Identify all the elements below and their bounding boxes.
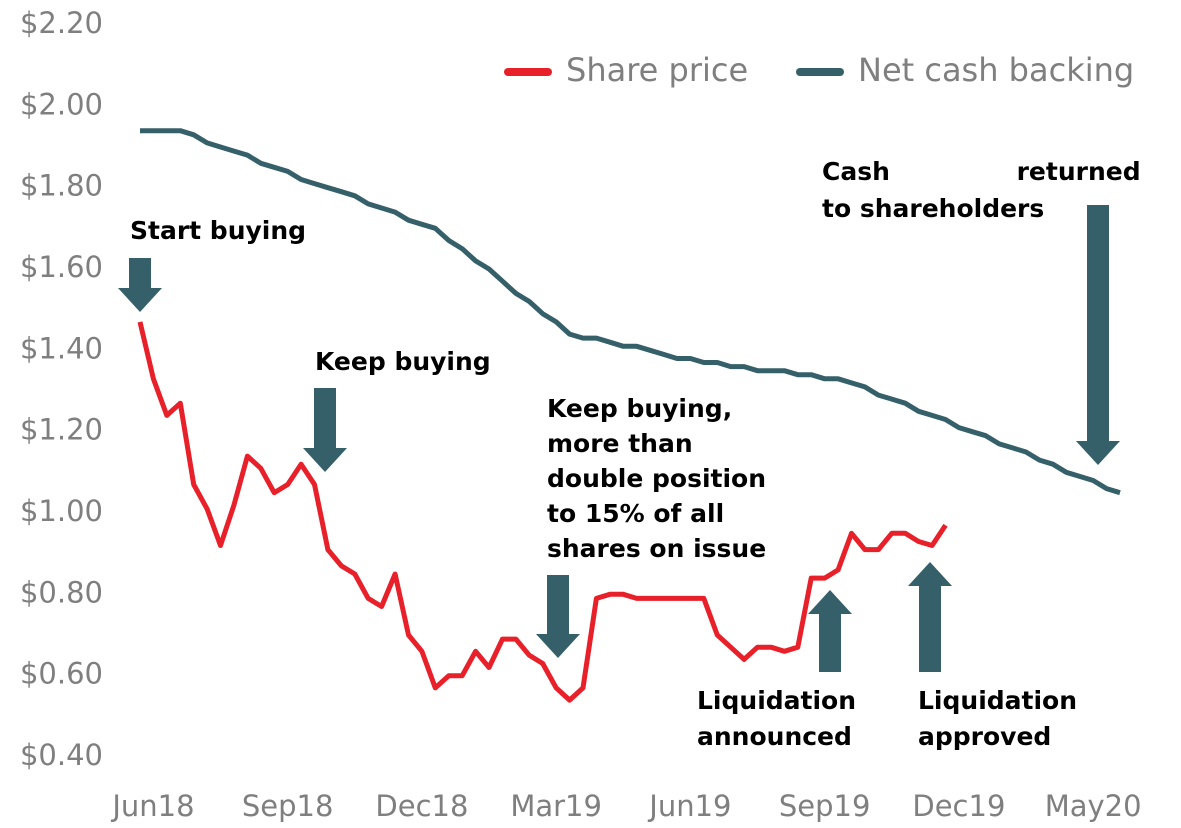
y-tick-label: $1.20 (20, 413, 103, 447)
annotation: to 15% of all (547, 499, 724, 528)
series-line (140, 128, 1121, 496)
annotation: Liquidation (918, 686, 1077, 715)
series-line (137, 321, 948, 703)
legend-label: Share price (566, 51, 748, 89)
arrow-up (908, 562, 952, 672)
x-tick-label: Mar19 (510, 789, 602, 823)
annotation: announced (697, 722, 852, 751)
x-tick-label: Sep19 (779, 789, 871, 823)
x-tick-label: Dec19 (912, 789, 1005, 823)
y-tick-label: $2.00 (20, 87, 103, 121)
arrow-down (1076, 205, 1120, 465)
x-tick-label: Jun19 (647, 789, 731, 823)
x-tick-label: Dec18 (375, 789, 468, 823)
legend-label: Net cash backing (858, 51, 1134, 89)
arrow-down (118, 258, 162, 312)
annotation: Keep buying, (547, 394, 732, 423)
x-tick-label: Jun18 (110, 789, 194, 823)
annotation: to shareholders (822, 194, 1044, 223)
y-tick-label: $1.00 (20, 494, 103, 528)
annotation: shares on issue (547, 534, 766, 563)
annotation: Keep buying (315, 347, 491, 376)
y-tick-label: $0.60 (20, 657, 103, 691)
annotation: approved (918, 722, 1051, 751)
arrow-down (303, 388, 347, 472)
y-tick-label: $2.20 (20, 6, 103, 40)
annotation: Liquidation (697, 686, 856, 715)
arrows (118, 205, 1120, 672)
x-tick-label: May20 (1045, 789, 1142, 823)
y-tick-label: $1.80 (20, 169, 103, 203)
y-tick-label: $1.40 (20, 331, 103, 365)
annotation: Cash returned (822, 157, 1141, 186)
x-tick-label: Sep18 (242, 789, 334, 823)
y-tick-label: $0.40 (20, 738, 103, 772)
y-tick-label: $0.80 (20, 575, 103, 609)
annotation: more than (547, 429, 693, 458)
arrow-down (536, 575, 580, 658)
y-tick-label: $1.60 (20, 250, 103, 284)
arrow-up (808, 590, 852, 672)
annotation: Start buying (130, 216, 306, 245)
annotation: double position (547, 464, 766, 493)
